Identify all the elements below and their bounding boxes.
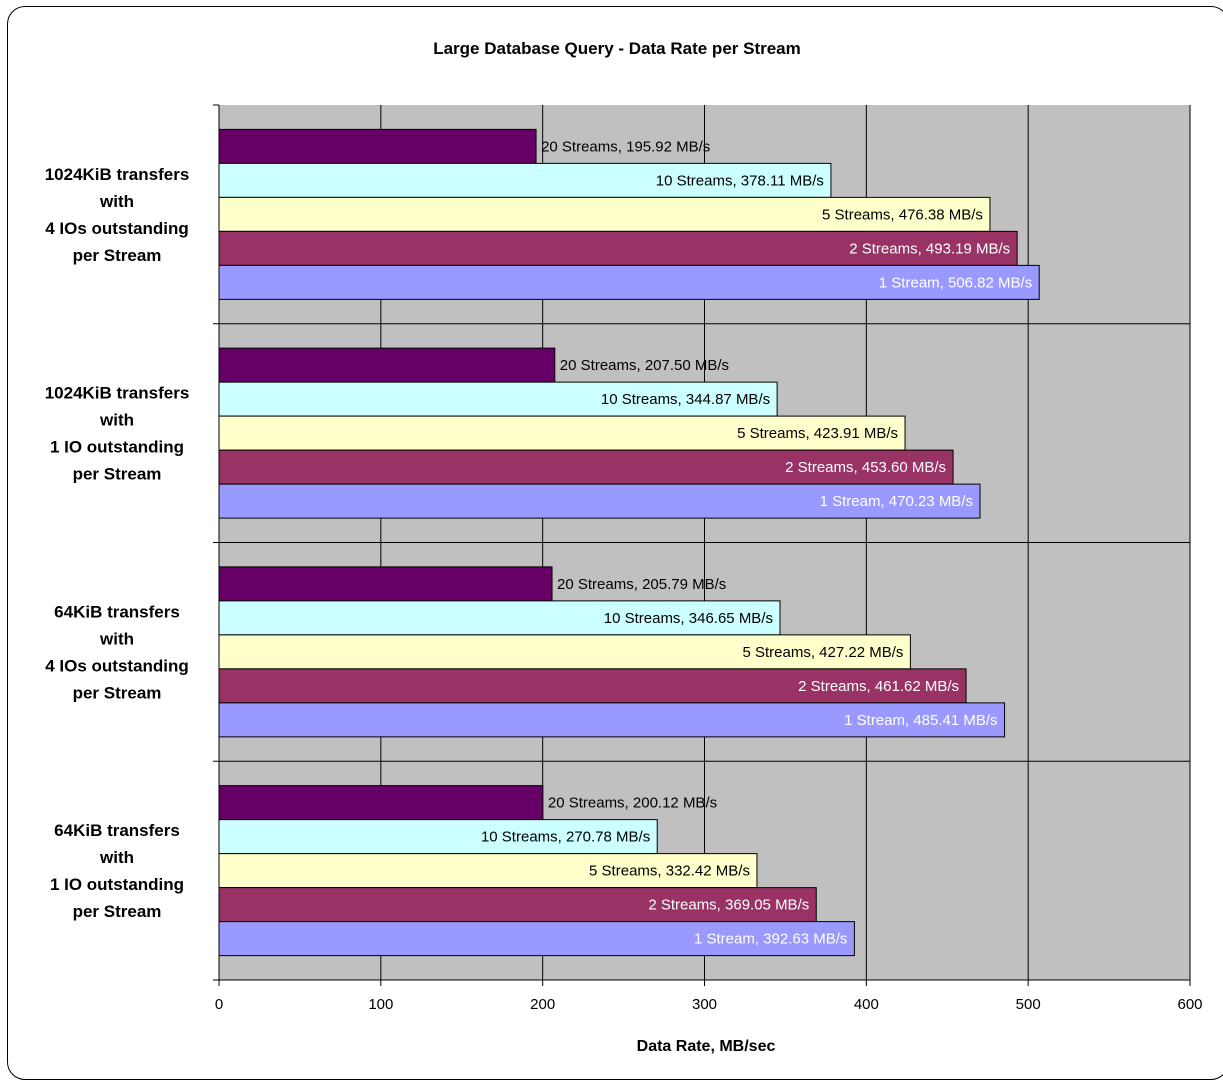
x-tick-label: 100	[368, 996, 393, 1013]
y-category-label: 64KiB transfers with 4 IOs outstanding per …	[45, 602, 189, 702]
data-label: 5 Streams, 423.91 MB/s	[737, 425, 898, 442]
bar	[218, 853, 758, 889]
chart-title: Large Database Query - Data Rate per Str…	[433, 39, 801, 58]
bar	[218, 230, 1018, 266]
data-label: 1 Stream, 470.23 MB/s	[820, 493, 973, 510]
data-label: 2 Streams, 493.19 MB/s	[849, 240, 1010, 257]
data-label: 2 Streams, 453.60 MB/s	[785, 459, 946, 476]
data-label: 20 Streams, 200.12 MB/s	[548, 795, 717, 812]
x-tick-label: 600	[1177, 996, 1202, 1013]
data-label: 20 Streams, 207.50 MB/s	[560, 357, 729, 374]
data-label: 2 Streams, 461.62 MB/s	[798, 678, 959, 695]
bar	[218, 128, 537, 164]
x-tick-label: 0	[215, 996, 223, 1013]
y-category-label: 1024KiB transfers with 1 IO outstanding per…	[45, 384, 190, 484]
bar	[218, 634, 911, 670]
data-labels: 20 Streams, 195.92 MB/s 10 Streams, 378.1…	[481, 138, 1032, 947]
x-tick-label: 400	[854, 996, 879, 1013]
data-label: 10 Streams, 378.11 MB/s	[656, 172, 824, 189]
bar	[218, 785, 544, 821]
data-label: 1 Stream, 392.63 MB/s	[694, 931, 847, 948]
bar	[218, 921, 855, 957]
bar	[218, 887, 817, 923]
data-label: 1 Stream, 485.41 MB/s	[844, 712, 997, 729]
bar	[218, 600, 781, 636]
bar	[218, 449, 954, 485]
bar	[218, 381, 778, 417]
data-label: 5 Streams, 427.22 MB/s	[742, 644, 903, 661]
bar	[218, 483, 981, 519]
data-label: 20 Streams, 195.92 MB/s	[541, 138, 710, 155]
data-label: 5 Streams, 476.38 MB/s	[822, 206, 983, 223]
x-tick-label: 200	[530, 996, 555, 1013]
x-tick-label: 500	[1016, 996, 1041, 1013]
data-label: 5 Streams, 332.42 MB/s	[589, 863, 750, 880]
data-label: 10 Streams, 270.78 MB/s	[481, 829, 650, 846]
bar	[218, 819, 658, 855]
bar	[218, 702, 1006, 738]
data-label: 1 Stream, 506.82 MB/s	[879, 274, 1032, 291]
y-category-label: 64KiB transfers with 1 IO outstanding per S…	[50, 821, 184, 921]
bars	[218, 128, 1040, 957]
data-label: 20 Streams, 205.79 MB/s	[557, 576, 726, 593]
x-tick-label: 300	[692, 996, 717, 1013]
bar	[218, 668, 967, 704]
axes: 0 100 200 300 400 500 600 1024KiB transfers with…	[45, 104, 1203, 1013]
data-label: 10 Streams, 346.65 MB/s	[604, 610, 773, 627]
data-label: 10 Streams, 344.87 MB/s	[601, 391, 770, 408]
bar	[218, 566, 553, 602]
data-label: 2 Streams, 369.05 MB/s	[648, 897, 809, 914]
y-category-label: 1024KiB transfers with 4 IOs outstanding pe…	[45, 165, 190, 265]
x-axis-label: Data Rate, MB/sec	[637, 1038, 776, 1055]
bar	[218, 347, 556, 383]
